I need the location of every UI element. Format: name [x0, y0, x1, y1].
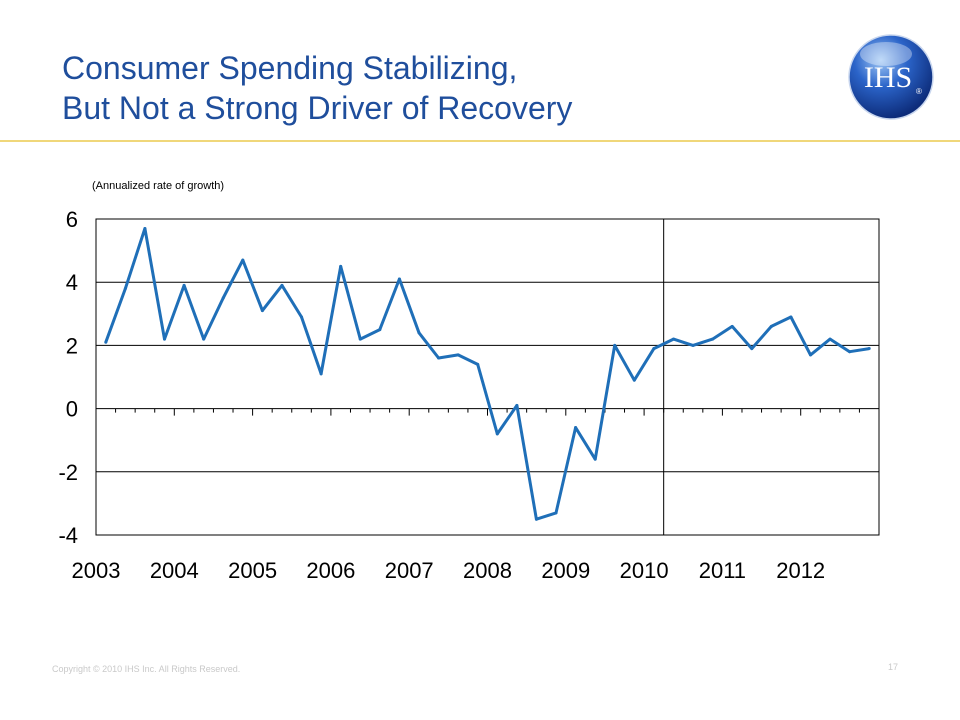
logo-text: IHS [864, 61, 912, 94]
x-tick-label: 2007 [385, 558, 434, 583]
data-point [750, 347, 754, 351]
data-point [554, 511, 558, 515]
slide-title-line-1: Consumer Spending Stabilizing, [62, 50, 518, 86]
data-point [613, 343, 617, 347]
x-tick-label: 2012 [776, 558, 825, 583]
title-divider [0, 140, 960, 142]
data-point [260, 309, 264, 313]
data-point [828, 337, 832, 341]
y-tick-label: 6 [66, 207, 78, 232]
data-point [104, 340, 108, 344]
data-point [593, 457, 597, 461]
data-point [358, 337, 362, 341]
consumer-spending-series-line [104, 227, 870, 521]
x-tick-label: 2008 [463, 558, 512, 583]
y-tick-label: -4 [58, 523, 78, 548]
data-point [339, 264, 343, 268]
y-tick-label: 0 [66, 397, 78, 422]
data-point [769, 324, 773, 328]
data-point [280, 283, 284, 287]
data-point [691, 343, 695, 347]
logo-highlight [860, 42, 912, 66]
data-point [671, 337, 675, 341]
data-point [495, 432, 499, 436]
y-tick-label: -2 [58, 460, 78, 485]
data-point [437, 356, 441, 360]
x-tick-label: 2005 [228, 558, 277, 583]
copyright-notice: Copyright © 2010 IHS Inc. All Rights Res… [52, 664, 241, 674]
data-point [163, 337, 167, 341]
data-point [319, 372, 323, 376]
data-point [456, 353, 460, 357]
data-point [730, 324, 734, 328]
data-point [534, 517, 538, 521]
data-point [867, 347, 871, 351]
data-point [202, 337, 206, 341]
slide-title: Consumer Spending Stabilizing, But Not a… [62, 48, 572, 128]
data-point [417, 331, 421, 335]
data-point [789, 315, 793, 319]
x-tick-label: 2004 [150, 558, 199, 583]
page-number: 17 [888, 662, 899, 672]
data-point [143, 226, 147, 230]
data-point [848, 350, 852, 354]
logo-registered-mark: ® [916, 87, 922, 96]
data-point [711, 337, 715, 341]
data-point [397, 277, 401, 281]
data-point [300, 315, 304, 319]
data-point [652, 347, 656, 351]
data-point [221, 296, 225, 300]
data-point [241, 258, 245, 262]
data-point [808, 353, 812, 357]
chart-subtitle: (Annualized rate of growth) [92, 180, 224, 192]
data-point [632, 378, 636, 382]
data-point [182, 283, 186, 287]
ihs-logo: IHS ® [848, 34, 934, 120]
data-point [378, 328, 382, 332]
y-tick-label: 2 [66, 333, 78, 358]
x-tick-label: 2010 [620, 558, 669, 583]
data-point [476, 362, 480, 366]
data-point [515, 403, 519, 407]
x-tick-label: 2006 [306, 558, 355, 583]
x-tick-label: 2003 [72, 558, 121, 583]
y-tick-label: 4 [66, 270, 78, 295]
x-tick-label: 2009 [541, 558, 590, 583]
data-point [123, 287, 127, 291]
data-point [574, 426, 578, 430]
logo-sphere [848, 34, 934, 120]
plot-area-border [95, 218, 880, 536]
slide-title-line-2: But Not a Strong Driver of Recovery [62, 90, 573, 126]
x-tick-label: 2011 [699, 558, 746, 583]
